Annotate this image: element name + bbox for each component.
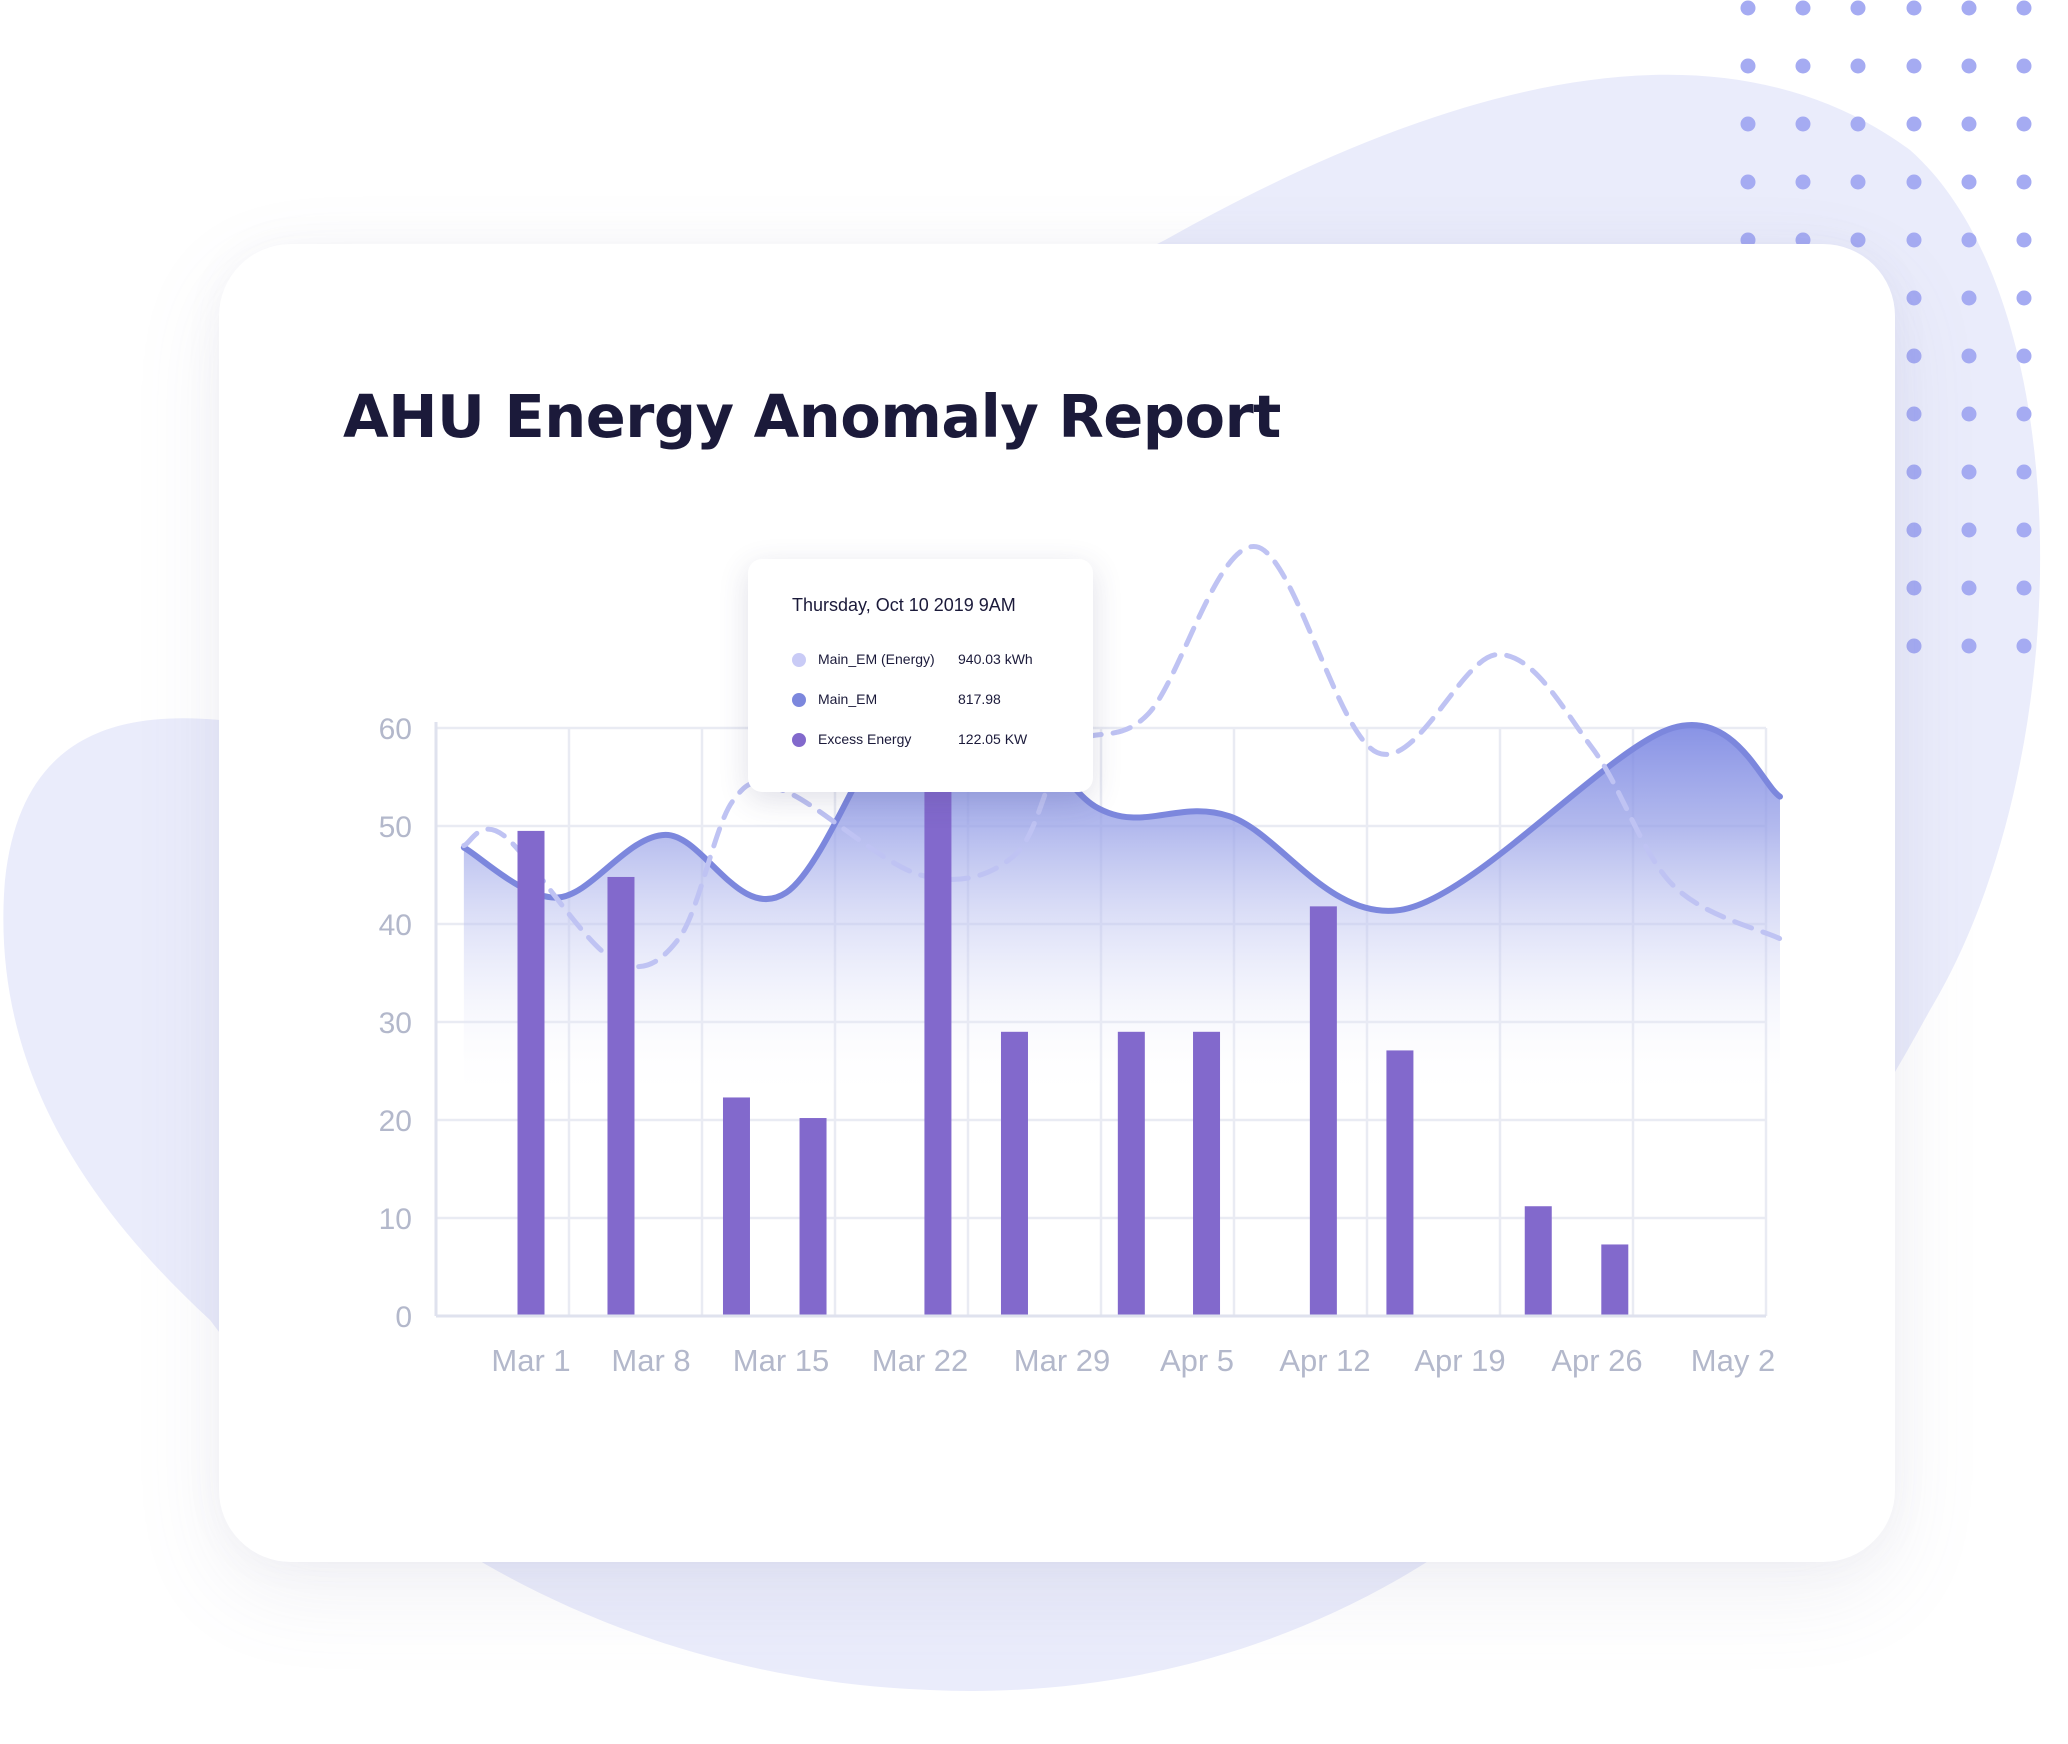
decor-dot [1961, 580, 1977, 596]
decor-dot [1740, 174, 1756, 190]
excess-energy-bar [1309, 906, 1337, 1316]
tooltip-date: Thursday, Oct 10 2019 9AM [792, 595, 1016, 615]
decor-dot [1961, 522, 1977, 538]
decor-dot [1850, 58, 1866, 74]
decor-dot [2016, 348, 2032, 364]
decor-dot [1850, 232, 1866, 248]
excess-energy-bar [607, 876, 635, 1316]
excess-energy-bar [517, 830, 545, 1316]
chart-axes [434, 722, 1766, 1318]
x-axis-ticks: Mar 1 Mar 8 Mar 15 Mar 22 Mar 29 Apr 5 Apr 12 A… [491, 1343, 1775, 1378]
tooltip-row-excess-energy: Excess Energy 122.05 KW [792, 729, 1072, 751]
y-tick-label: 0 [395, 1301, 412, 1334]
x-tick-label: Apr 19 [1414, 1343, 1505, 1378]
decor-dot [2016, 580, 2032, 596]
excess-energy-bar [1386, 1050, 1414, 1316]
decor-dot [1850, 116, 1866, 132]
decor-dot [1961, 116, 1977, 132]
decor-dot [1906, 580, 1922, 596]
decor-dot [2016, 464, 2032, 480]
decor-dot [1961, 290, 1977, 306]
excess-energy-bar [1193, 1031, 1221, 1316]
decor-dot [1850, 0, 1866, 16]
decor-dot [1906, 290, 1922, 306]
decor-dot [2016, 522, 2032, 538]
decor-dot [1740, 232, 1756, 248]
decor-dot [2016, 116, 2032, 132]
tooltip-row-main-em-energy: Main_EM (Energy) 940.03 kWh [792, 649, 1072, 671]
legend-dot-icon [792, 693, 806, 707]
decor-dot [1961, 174, 1977, 190]
main-em-area [463, 648, 1780, 1101]
decor-dot [1906, 464, 1922, 480]
y-tick-label: 20 [379, 1105, 412, 1138]
excess-energy-bar [799, 1118, 827, 1316]
excess-energy-bar [1524, 1206, 1552, 1316]
decor-dot [1906, 174, 1922, 190]
decor-dot [1906, 406, 1922, 422]
decor-dot [2016, 58, 2032, 74]
decor-dot [1961, 0, 1977, 16]
decor-dot [1906, 522, 1922, 538]
decor-dot [1740, 116, 1756, 132]
report-title: AHU Energy Anomaly Report [343, 382, 1281, 451]
x-tick-label: Mar 8 [611, 1343, 690, 1378]
decor-dot [1795, 174, 1811, 190]
decor-dot [1740, 0, 1756, 16]
x-tick-label: May 2 [1691, 1343, 1775, 1378]
decor-dot [1961, 232, 1977, 248]
y-tick-label: 60 [379, 713, 412, 746]
y-tick-label: 30 [379, 1007, 412, 1040]
decor-dot [1850, 174, 1866, 190]
dot-grid-decoration [1740, 0, 2032, 654]
decor-dot [1795, 116, 1811, 132]
decor-dot [1961, 638, 1977, 654]
legend-dot-icon [792, 653, 806, 667]
y-tick-label: 40 [379, 909, 412, 942]
y-axis-ticks: 0 10 20 30 40 50 60 [379, 713, 412, 1334]
decor-dot [2016, 290, 2032, 306]
decor-dot [1795, 58, 1811, 74]
x-tick-label: Apr 12 [1279, 1343, 1370, 1378]
x-tick-label: Apr 5 [1160, 1343, 1234, 1378]
decor-dot [2016, 638, 2032, 654]
decor-dot [1795, 232, 1811, 248]
x-tick-label: Apr 26 [1551, 1343, 1642, 1378]
decor-dot [1961, 58, 1977, 74]
decor-dot [1906, 58, 1922, 74]
decor-dot [1795, 0, 1811, 16]
decor-dot [1906, 638, 1922, 654]
decor-dot [1961, 348, 1977, 364]
legend-dot-icon [792, 733, 806, 747]
excess-energy-bar [924, 755, 952, 1316]
x-tick-label: Mar 1 [491, 1343, 570, 1378]
decor-dot [2016, 174, 2032, 190]
chart-tooltip: Thursday, Oct 10 2019 9AM Main_EM (Energ… [748, 559, 1093, 792]
excess-energy-bar [1000, 1031, 1028, 1316]
decor-dot [1906, 232, 1922, 248]
decor-dot [2016, 0, 2032, 16]
decor-dot [2016, 232, 2032, 248]
decor-dot [1906, 348, 1922, 364]
decor-dot [1906, 116, 1922, 132]
excess-energy-bar [1601, 1244, 1629, 1316]
decor-dot [1961, 406, 1977, 422]
main-em-energy-dashed-line [461, 544, 1783, 970]
excess-energy-bar [722, 1097, 750, 1316]
x-tick-label: Mar 15 [733, 1343, 829, 1378]
excess-energy-bar [1117, 1031, 1145, 1316]
decor-dot [1906, 0, 1922, 16]
x-tick-label: Mar 29 [1014, 1343, 1110, 1378]
y-tick-label: 50 [379, 811, 412, 844]
tooltip-row-main-em: Main_EM 817.98 [792, 689, 1072, 711]
decor-dot [1740, 58, 1756, 74]
decor-dot [1961, 464, 1977, 480]
y-tick-label: 10 [379, 1203, 412, 1236]
x-tick-label: Mar 22 [872, 1343, 968, 1378]
decor-dot [2016, 406, 2032, 422]
